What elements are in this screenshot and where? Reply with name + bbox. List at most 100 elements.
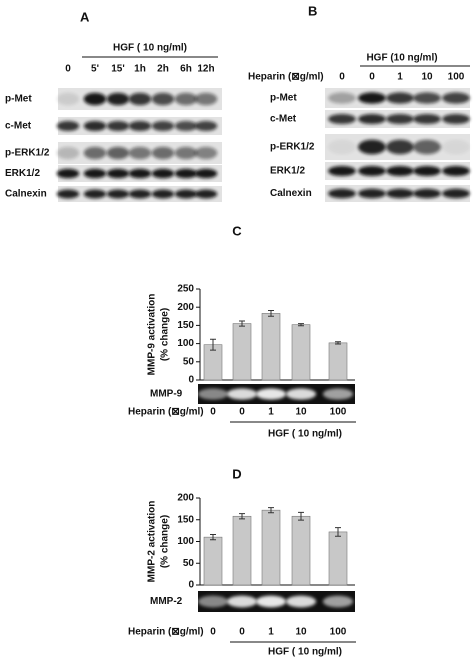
blot-band [151,189,175,199]
blot-band [56,168,80,179]
x-tick-label: 10 [295,407,307,418]
blot-band [83,146,107,160]
blot-band [56,189,80,199]
blot-band [194,120,218,132]
y-tick-label: 100 [177,536,194,547]
y-axis-label: MMP-9 activation [147,294,158,376]
lane-label: 12h [197,64,214,75]
blot-band [128,120,152,132]
blot-band [174,120,198,132]
x-tick-label: 10 [295,627,307,638]
lane-label: 5' [91,64,99,75]
blot-band [413,113,441,125]
row-label: p-ERK1/2 [5,148,50,159]
blot-band [151,168,175,179]
blot-band [386,139,414,155]
blot-band [413,165,441,177]
blot-band [255,595,287,608]
blot-band [106,120,130,132]
dose-label: Heparin (⊠g/ml) [128,627,204,638]
blot-band [285,595,317,608]
y-tick-label: 100 [177,338,194,349]
blot-band [194,189,218,199]
blot-band [386,113,414,125]
error-bar [298,323,304,327]
blot-band [151,146,175,160]
blot-band [174,92,198,106]
blot-band [174,189,198,199]
blot-band [194,168,218,179]
x-tick-label: 100 [330,407,347,418]
y-tick-label: 150 [177,514,194,525]
lane-label: 10 [421,72,433,83]
row-label: p-Met [270,93,297,104]
y-axis-label: (% change) [160,515,171,568]
y-tick-label: 200 [177,493,194,504]
treatment-label: HGF ( 10 ng/ml) [268,429,342,440]
blot-band [328,139,356,155]
row-label: Calnexin [5,189,47,200]
y-tick-label: 200 [177,302,194,313]
blot-band [322,388,354,400]
row-label: ERK1/2 [5,168,40,179]
panel-label: A [80,9,90,24]
bar [291,515,311,586]
gel-label: MMP-9 [150,389,183,400]
panel-label: C [232,223,242,238]
lane-label: 1h [134,64,146,75]
x-tick-label: 0 [239,627,245,638]
lane-label: 2h [157,64,169,75]
blot-band [328,113,356,125]
blot-band [413,92,441,104]
treatment-label: HGF ( 10 ng/ml) [268,647,342,658]
blot-band [106,168,130,179]
blot-band [194,146,218,160]
error-bar [210,338,216,351]
blot-band [226,388,258,400]
y-tick-label: 50 [183,558,195,569]
blot-band [386,165,414,177]
blot-band [194,92,218,106]
bar [232,515,252,586]
blot-band [128,189,152,199]
blot-band [358,139,386,155]
row-label: p-ERK1/2 [270,142,315,153]
panel-label: D [232,466,241,481]
treatment-label: HGF ( 10 ng/ml) [113,43,187,54]
blot-band [285,388,317,400]
blot-band [56,120,80,132]
blot-band [442,92,470,104]
error-bar [210,534,216,541]
blot-band [226,595,258,608]
y-axis-label: (% change) [160,308,171,361]
y-tick-label: 0 [188,375,194,386]
blot-band [174,168,198,179]
lane-label: 15' [111,64,125,75]
y-tick-label: 50 [183,356,195,367]
blot-band [386,188,414,199]
lane-label: 0 [339,72,345,83]
row-label: c-Met [270,114,297,125]
blot-band [56,92,80,106]
blot-band [358,113,386,125]
blot-band [442,188,470,199]
blot-band [358,92,386,104]
blot-band [358,188,386,199]
blot-band [106,189,130,199]
error-bar [239,320,245,327]
blot-band [151,92,175,106]
blot-band [83,120,107,132]
y-axis-label: MMP-2 activation [147,501,158,583]
row-label: Calnexin [270,188,312,199]
blot-band [328,188,356,199]
bar [261,509,281,586]
error-bar [335,341,341,345]
lane-label: 1 [397,72,403,83]
blot-band [197,595,229,608]
blot-band [56,146,80,160]
blot-band [442,165,470,177]
blot-band [106,92,130,106]
bar [261,313,281,381]
bar [203,536,223,586]
